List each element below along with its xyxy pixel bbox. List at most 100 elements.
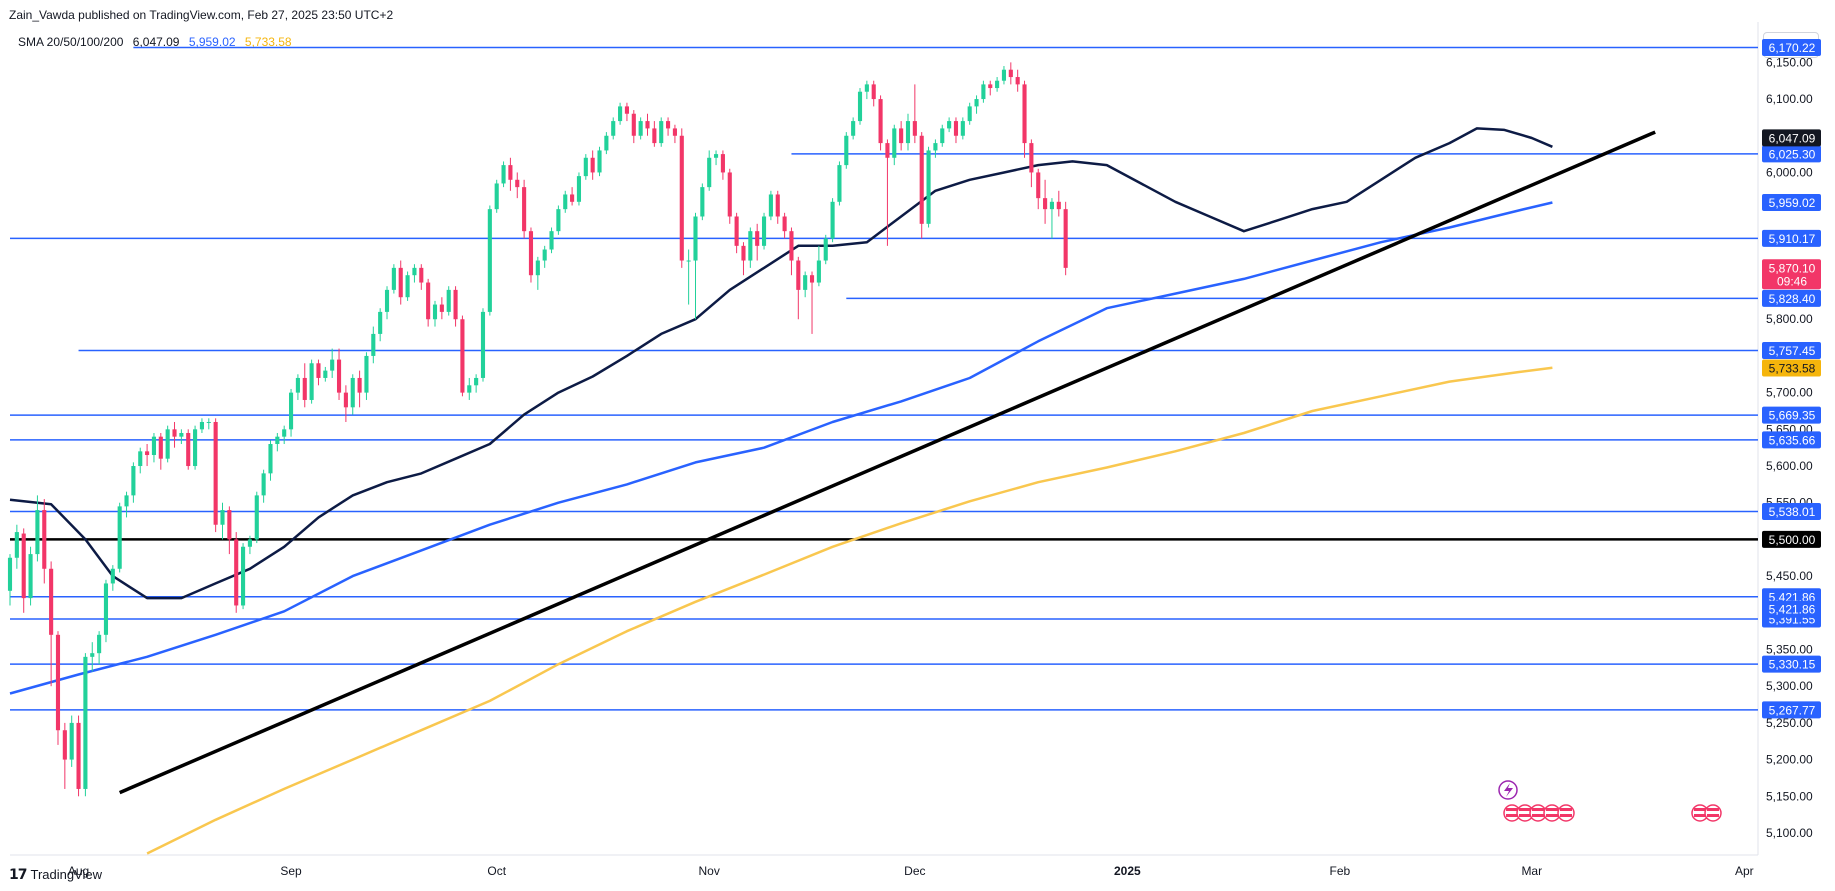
candle-105 (727, 168, 732, 224)
candle-21 (151, 432, 157, 463)
candle-body (234, 539, 239, 606)
candle-body (1049, 201, 1055, 210)
candle-62 (432, 300, 438, 327)
candle-54 (378, 308, 383, 342)
candle-106 (734, 212, 739, 254)
candle-81 (563, 190, 568, 213)
candle-body (405, 275, 410, 298)
candle-body (330, 359, 335, 371)
candle-body (295, 377, 300, 393)
candle-body (220, 510, 225, 525)
candle-body (1063, 209, 1068, 268)
candle-3 (28, 546, 33, 606)
sma-label: SMA 20/50/100/200 (18, 35, 124, 49)
candle-28 (199, 418, 204, 433)
trendline-path (118, 130, 1656, 795)
candle-body (186, 432, 191, 467)
candle-body (1036, 172, 1041, 199)
candle-121 (837, 161, 842, 206)
candle-body (803, 275, 808, 290)
us-flag-event-icon (1557, 804, 1575, 822)
sma-tag-2-bg (1762, 359, 1821, 377)
y-tick-label: 5,250.00 (1766, 716, 1813, 730)
candle-body (364, 355, 369, 393)
candle-44 (309, 359, 314, 404)
candle-145 (1001, 66, 1007, 85)
candle-body (542, 249, 547, 261)
candle-body (652, 128, 657, 144)
candle-body (391, 267, 396, 290)
x-axis-ticks: Aug Sep Oct Nov Dec 2025 Feb Mar Apr (68, 864, 1754, 878)
candle-body (583, 157, 588, 177)
candle-41 (288, 388, 294, 437)
candle-body (755, 231, 760, 246)
candle-body (912, 121, 917, 136)
current-price-tag-text: 5,870.10 (1769, 261, 1816, 275)
candle-125 (864, 80, 869, 100)
candle-body (590, 157, 595, 173)
candle-90 (624, 102, 629, 122)
candle-body (446, 289, 451, 312)
candle-52 (364, 352, 369, 400)
candle-34 (241, 543, 246, 610)
candle-body (460, 319, 465, 393)
level-tag-12-text: 5,267.77 (1769, 703, 1816, 717)
candle-80 (556, 205, 561, 235)
candle-body (576, 176, 582, 202)
candle-body (899, 128, 904, 144)
candle-body (131, 466, 136, 496)
candle-body (782, 216, 787, 232)
brand-label: TradingView (30, 867, 103, 882)
candle-22 (158, 432, 163, 470)
sma-legend[interactable]: SMA 20/50/100/200 6,047.09 5,959.02 5,73… (18, 35, 298, 49)
candle-146 (1008, 62, 1013, 85)
candle-body (474, 377, 479, 386)
candle-128 (885, 139, 890, 246)
flag-stripe (1694, 808, 1706, 811)
tradingview-brand[interactable]: 𝟭𝟳 TradingView (9, 866, 102, 883)
candle-body (28, 554, 33, 599)
y-tick-label: 5,100.00 (1766, 826, 1813, 840)
candle-body (645, 121, 650, 129)
extra-level-tag-0: 5,421.86 (1762, 600, 1821, 618)
candle-140 (967, 102, 972, 125)
level-tag-7-bg (1762, 503, 1821, 521)
level-tag-8-bg (1762, 530, 1821, 548)
candle-20 (145, 444, 150, 467)
trendline (118, 130, 1656, 795)
candle-body (844, 135, 849, 166)
flag-stripe (1506, 814, 1518, 817)
candle-66 (460, 315, 465, 397)
sma-tag-0: 6,047.09 (1762, 129, 1821, 147)
candle-11 (83, 653, 88, 797)
candle-body (926, 150, 931, 224)
event-icons (1498, 780, 1722, 822)
candle-body (254, 495, 259, 540)
sma20-path (9, 127, 1553, 600)
candle-body (247, 539, 252, 547)
candle-73 (508, 157, 513, 191)
sma-tag-0-text: 6,047.09 (1769, 131, 1816, 145)
candle-body (412, 267, 417, 276)
flag-stripe (1707, 814, 1719, 817)
candle-2 (21, 528, 26, 613)
y-tick-label: 5,350.00 (1766, 643, 1813, 657)
candle-144 (995, 77, 1000, 92)
candle-body (302, 377, 307, 400)
candle-body (1008, 69, 1013, 78)
candle-body (995, 80, 1000, 89)
level-tag-1-bg (1762, 145, 1821, 163)
candle-136 (940, 124, 945, 147)
level-tag-12: 5,267.77 (1762, 701, 1821, 719)
flag-stripe (1707, 808, 1719, 811)
candle-body (508, 165, 513, 180)
candle-126 (871, 80, 876, 107)
candle-body (268, 444, 273, 474)
y-tick-label: 6,150.00 (1766, 55, 1813, 69)
level-tag-2-bg (1762, 229, 1821, 247)
candle-85 (590, 150, 595, 180)
level-tag-2: 5,910.17 (1762, 229, 1821, 247)
candle-body (816, 260, 821, 283)
candle-body (535, 260, 540, 276)
